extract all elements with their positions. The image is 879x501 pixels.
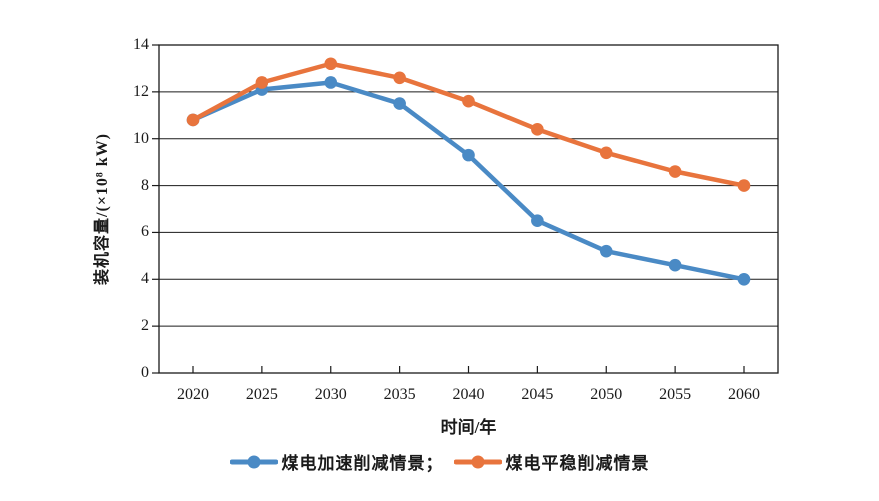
chart-legend: 煤电加速削减情景； 煤电平稳削减情景 [0,449,879,474]
x-tick-label: 2060 [728,386,760,403]
y-tick-label: 0 [141,364,149,381]
x-tick-label: 2035 [383,386,416,403]
y-tick-label: 2 [141,317,149,335]
x-axis-title: 时间/年 [440,418,497,437]
y-axis-title: 装机容量/(×10⁸ kW) [94,133,111,285]
y-tick-label: 6 [141,223,149,241]
x-tick-label: 2055 [659,386,692,403]
legend-item-accelerated-scenario: 煤电加速削减情景； [229,449,444,474]
x-tick-label: 2030 [314,386,347,403]
x-tick-label: 2045 [521,386,554,403]
x-tick-label: 2025 [245,386,278,403]
legend-item-steady-scenario: 煤电平稳削减情景 [453,449,650,474]
y-tick-label: 4 [141,270,149,288]
x-tick-label: 2020 [177,386,209,403]
y-tick-label: 8 [141,176,149,194]
x-tick-label: 2040 [452,386,485,403]
legend-line-marker-icon [453,455,502,468]
legend-line-marker-icon [229,455,278,468]
legend-label-steady-scenario: 煤电平稳削减情景 [505,454,650,473]
y-tick-label: 12 [133,82,149,100]
y-tick-label: 14 [133,36,149,53]
x-tick-label: 2050 [590,386,623,403]
legend-label-accelerated-scenario: 煤电加速削减情景； [281,454,444,473]
y-tick-label: 10 [133,129,149,147]
